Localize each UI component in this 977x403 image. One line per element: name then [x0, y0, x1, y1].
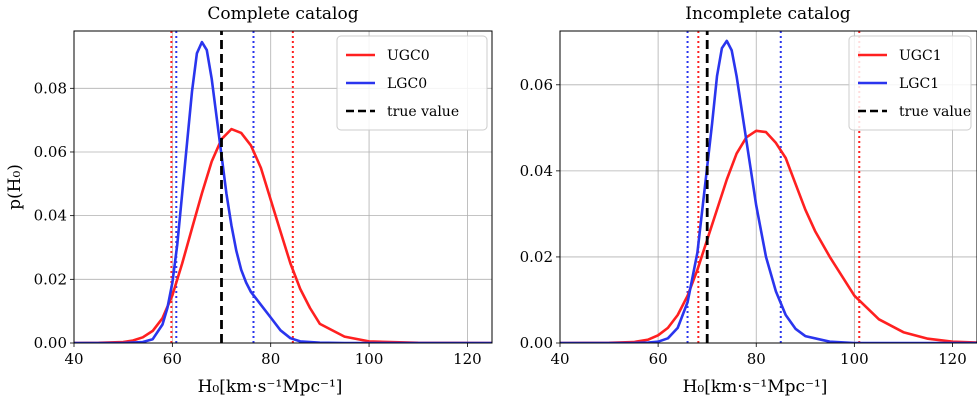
y-tick-label: 0.08: [34, 79, 67, 97]
x-tick-label: 40: [550, 350, 569, 368]
legend-label: LGC1: [899, 76, 939, 92]
y-tick-label: 0.00: [34, 334, 67, 352]
legend-label: true value: [899, 104, 971, 120]
series-group: [560, 31, 977, 343]
legend-label: UGC1: [899, 48, 942, 64]
legend-label: UGC0: [387, 48, 430, 64]
y-axis-label: p(H₀): [5, 164, 25, 210]
x-tick-label: 120: [453, 350, 482, 368]
y-tick-label: 0.04: [520, 162, 553, 180]
chart-title-right: Incomplete catalog: [685, 4, 851, 24]
legend-label: LGC0: [387, 76, 427, 92]
y-tick-label: 0.00: [520, 334, 553, 352]
series-line-lgc0: [74, 40, 492, 343]
series-group: [74, 31, 492, 343]
plot-area-left: [74, 31, 492, 343]
legend-right: UGC1 LGC1 true value: [848, 35, 972, 131]
y-tick-label: 0.06: [34, 143, 67, 161]
x-axis-label-left: H₀[km·s⁻¹Mpc⁻¹]: [198, 377, 343, 397]
y-tick-label: 0.06: [520, 76, 553, 94]
axes-frame-left: [73, 30, 493, 344]
x-tick-label: 40: [64, 350, 83, 368]
legend-left: UGC0 LGC0 true value: [336, 35, 488, 131]
y-tick-label: 0.02: [34, 270, 67, 288]
x-tick-label: 60: [163, 350, 182, 368]
x-tick-label: 120: [938, 350, 967, 368]
x-tick-label: 100: [840, 350, 869, 368]
y-tick-label: 0.04: [34, 207, 67, 225]
x-tick-label: 80: [747, 350, 766, 368]
series-line-lgc1: [560, 39, 977, 343]
axes-frame-right: [559, 30, 977, 344]
tick-labels-right: 40 60 80 100 120 0.00 0.02 0.04 0.06: [520, 76, 967, 368]
legend-box: [336, 35, 488, 131]
plot-area-right: [560, 31, 977, 343]
chart-title-left: Complete catalog: [207, 4, 358, 24]
x-tick-label: 80: [261, 350, 280, 368]
x-axis-label-right: H₀[km·s⁻¹Mpc⁻¹]: [683, 377, 828, 397]
series-line-ugc0: [74, 127, 492, 343]
panel-incomplete-catalog: Incomplete catalog 40 60 80 100 120 0.00 0.02 0…: [520, 4, 977, 397]
tick-labels-left: 40 60 80 100 120 0.00 0.02 0.04 0.06 0.08: [34, 79, 482, 368]
x-tick-label: 100: [355, 350, 384, 368]
legend-label: true value: [387, 104, 459, 120]
y-tick-label: 0.02: [520, 248, 553, 266]
legend-box: [848, 35, 972, 131]
series-line-ugc1: [560, 129, 977, 343]
panel-complete-catalog: Complete catalog 40 60 80 100 120 0.00 0.02 0.0…: [5, 4, 493, 397]
x-tick-label: 60: [649, 350, 668, 368]
